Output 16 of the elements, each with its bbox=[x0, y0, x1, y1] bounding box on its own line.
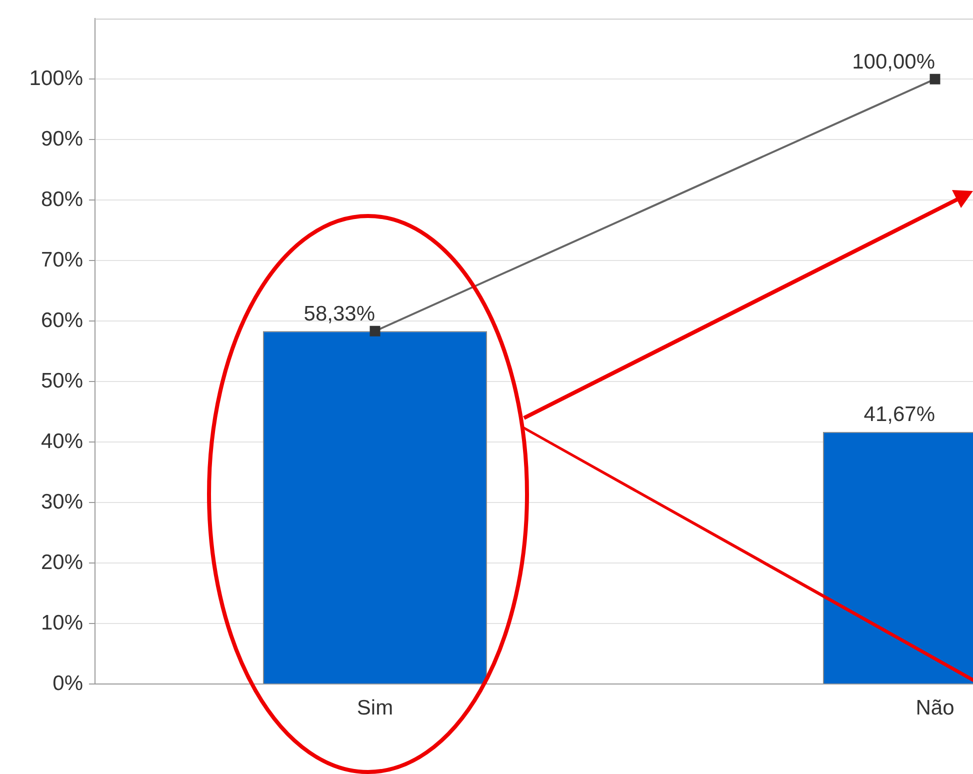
y-tick-label: 50% bbox=[40, 369, 83, 392]
y-tick-label: 30% bbox=[40, 490, 83, 514]
x-tick-label: Não bbox=[916, 696, 954, 720]
data-label: 100,00% bbox=[852, 50, 935, 74]
y-tick-label: 0% bbox=[52, 672, 83, 695]
y-tick-label: 80% bbox=[40, 188, 83, 211]
data-label: 41,67% bbox=[864, 403, 935, 426]
y-tick-label: 70% bbox=[40, 248, 83, 272]
y-tick-label: 90% bbox=[40, 127, 83, 150]
data-label: 58,33% bbox=[304, 302, 375, 326]
x-tick-label: Sim bbox=[356, 696, 394, 720]
y-tick-label: 60% bbox=[40, 308, 83, 332]
y-tick-label: 40% bbox=[40, 430, 83, 453]
y-tick-label: 10% bbox=[40, 611, 83, 634]
y-tick-label: 20% bbox=[40, 550, 83, 574]
y-tick-label: 100% bbox=[29, 66, 83, 90]
